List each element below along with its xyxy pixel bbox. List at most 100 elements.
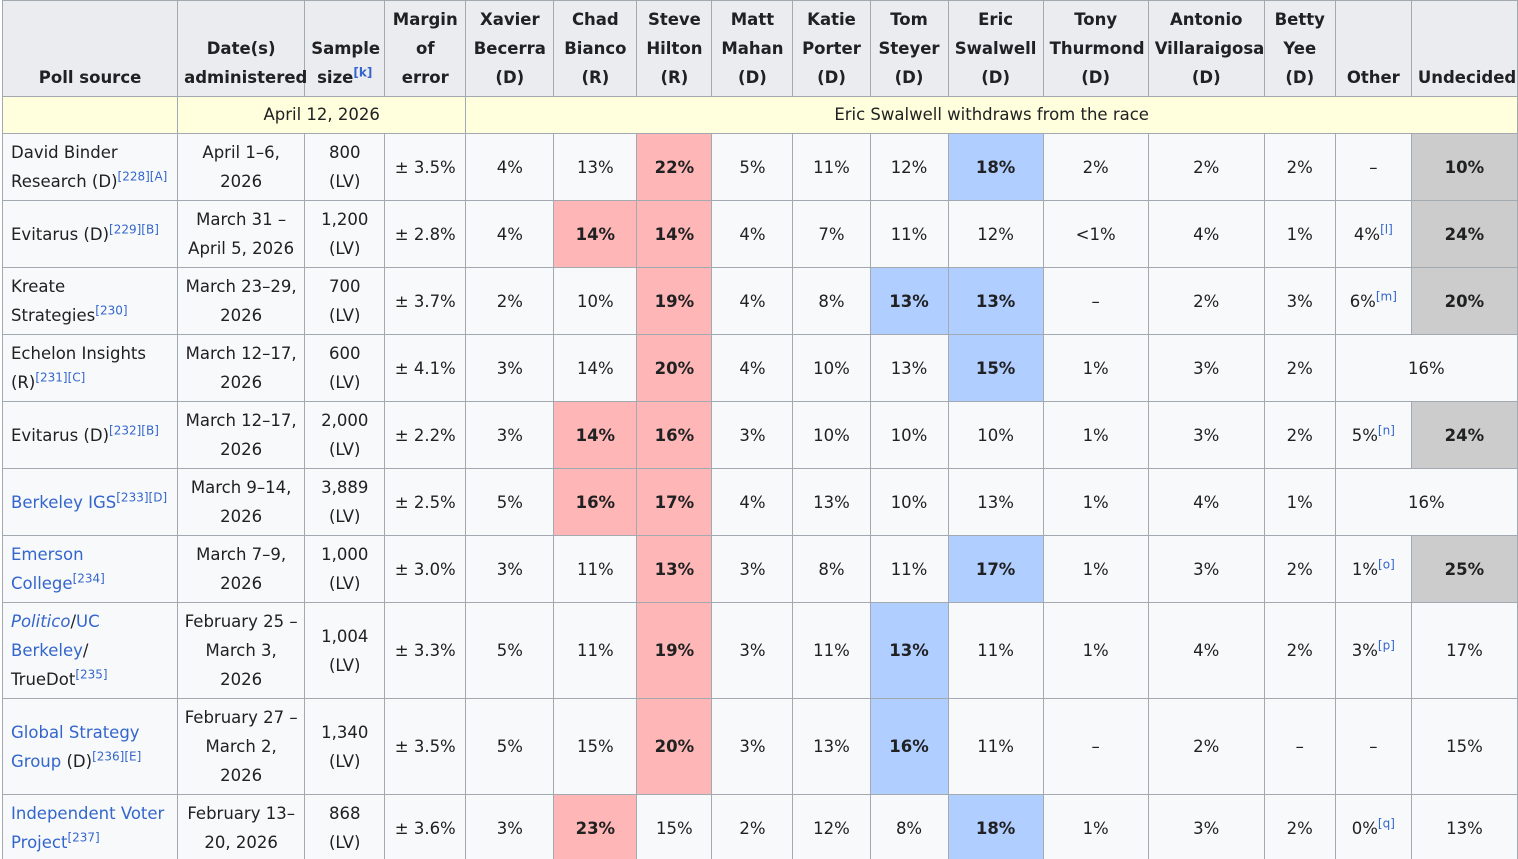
reference[interactable]: [237]: [67, 830, 100, 845]
poll-value: 8%: [869, 794, 949, 859]
poll-value: 4%: [711, 200, 794, 268]
reference[interactable]: [228][A]: [117, 169, 168, 184]
text-line: Margin: [392, 10, 458, 29]
poll-value: 15%: [947, 334, 1044, 402]
column-header: Margin of error: [384, 0, 467, 97]
value-text: 5%: [1351, 425, 1378, 445]
poll-value: 2%: [1263, 535, 1336, 603]
value-text: 24%: [1444, 224, 1485, 244]
footnote[interactable]: [m]: [1375, 289, 1397, 303]
source-text: /: [70, 612, 76, 631]
poll-value: 13%: [869, 267, 949, 335]
value-text: 13%: [577, 157, 614, 177]
poll-value: 4%[l]: [1334, 200, 1412, 268]
poll-value: 10%: [869, 468, 949, 536]
value-text: 10%: [1444, 157, 1485, 177]
text-line: February 25 –: [184, 612, 298, 631]
text-line: size: [317, 68, 354, 87]
reference[interactable]: [234]: [72, 571, 105, 586]
poll-row: Independent Voter Project[237] February 1…: [1, 794, 1518, 859]
poll-value: 3%: [711, 602, 794, 699]
value-text: 3%: [739, 737, 766, 756]
poll-value: 4%: [465, 200, 555, 268]
poll-value: 1%[o]: [1334, 535, 1412, 603]
value-text: 2%: [1286, 157, 1313, 177]
poll-value: 10%: [792, 401, 871, 469]
value-text: 3%: [739, 425, 766, 445]
poll-value: 20%: [1410, 267, 1518, 335]
text-line: (D): [1285, 68, 1315, 87]
text-line: Chad: [571, 10, 619, 29]
value-text: 3%: [1286, 291, 1313, 311]
reference[interactable]: [232][B]: [109, 423, 159, 437]
footnote[interactable]: [p]: [1377, 638, 1395, 653]
reference[interactable]: [236][E]: [92, 749, 142, 763]
footnote[interactable]: [l]: [1380, 222, 1393, 236]
value-text: 10%: [813, 358, 850, 378]
poll-value: 23%: [553, 794, 638, 859]
margin-of-error: ± 2.5%: [384, 468, 467, 536]
poll-value: 1%: [1042, 602, 1149, 699]
poll-row: Global Strategy Group (D)[236][E] Februar…: [1, 698, 1518, 795]
poll-value: 4%: [465, 133, 555, 201]
reference[interactable]: [235]: [75, 667, 108, 682]
value-text: –: [1091, 737, 1100, 756]
source-link[interactable]: Independent Voter Project: [11, 804, 165, 852]
value-text: 20%: [654, 737, 695, 756]
poll-value: 15%: [636, 794, 713, 859]
poll-value: 3%: [711, 401, 794, 469]
poll-value: 16%: [636, 401, 713, 469]
text-line: March 12–17,: [185, 411, 297, 430]
reference[interactable]: [229][B]: [109, 222, 159, 236]
value-text: 12%: [890, 157, 928, 177]
poll-value: 4%: [711, 468, 794, 536]
text-line: (R): [660, 68, 689, 87]
value-text: –: [1091, 291, 1100, 311]
text-line: 800: [328, 143, 361, 162]
reference[interactable]: [233][D]: [116, 490, 168, 504]
source-link[interactable]: UC Berkeley: [11, 612, 100, 660]
source-link[interactable]: Berkeley IGS: [11, 492, 117, 512]
column-header: Eric Swalwell (D): [947, 0, 1044, 97]
poll-value: 3%: [1147, 794, 1265, 859]
reference[interactable]: [230]: [95, 303, 128, 318]
source-link[interactable]: Politico: [11, 612, 71, 631]
text-line: March 23–29,: [185, 277, 297, 296]
poll-value: 13%: [947, 468, 1044, 536]
sample-size: 3,889 (LV): [304, 468, 386, 536]
column-header: Xavier Becerra (D): [465, 0, 555, 97]
text-line: (D): [1081, 68, 1111, 87]
poll-value: 2%: [1263, 401, 1336, 469]
poll-value: –: [1042, 267, 1149, 335]
source-link[interactable]: Global Strategy Group: [11, 722, 140, 771]
poll-value: 17%: [947, 535, 1044, 603]
value-text: 1%: [1082, 641, 1109, 660]
poll-source: David Binder Research (D)[228][A]: [1, 133, 179, 201]
text-line: (D): [981, 68, 1010, 87]
source-text: (D): [61, 751, 93, 771]
dates: March 9–14, 2026: [177, 468, 306, 536]
value-text: 16%: [654, 425, 695, 445]
value-text: 13%: [977, 492, 1014, 512]
value-text: 19%: [654, 641, 695, 660]
text-line: (LV): [328, 655, 361, 675]
footnote[interactable]: [k]: [353, 65, 373, 80]
source-text: Evitarus (D): [11, 425, 110, 445]
poll-value: –: [1334, 133, 1412, 201]
poll-value: 2%: [1147, 133, 1265, 201]
poll-value: 1%: [1042, 401, 1149, 469]
poll-value: 16%: [1334, 334, 1518, 402]
source-link[interactable]: Emerson College: [11, 545, 84, 593]
footnote[interactable]: [q]: [1377, 816, 1395, 830]
value-text: 16%: [1408, 358, 1445, 378]
value-text: 2%: [1286, 559, 1313, 579]
footnote[interactable]: [n]: [1377, 423, 1395, 437]
value-text: 1%: [1082, 818, 1109, 838]
sample-size: 1,200 (LV): [304, 200, 386, 268]
footnote[interactable]: [o]: [1378, 557, 1395, 571]
margin-of-error: ± 3.6%: [384, 794, 467, 859]
reference[interactable]: [231][C]: [35, 370, 86, 385]
text-line: (LV): [328, 373, 361, 392]
value-text: 8%: [818, 559, 845, 579]
